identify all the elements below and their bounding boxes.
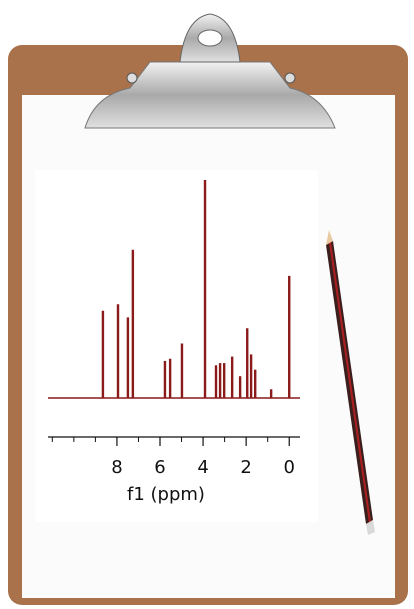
clip [84,13,336,129]
pencil [326,230,375,535]
x-tick-label: 8 [111,457,122,478]
chart-panel [35,170,318,522]
spectrum-plot: 8 6 4 2 0 [48,180,300,478]
x-tick-label: 6 [154,457,165,478]
x-tick-label: 4 [197,457,208,478]
x-tick-label: 0 [284,457,295,478]
x-axis-label: f1 (ppm) [127,484,205,505]
x-tick-label: 2 [240,457,251,478]
